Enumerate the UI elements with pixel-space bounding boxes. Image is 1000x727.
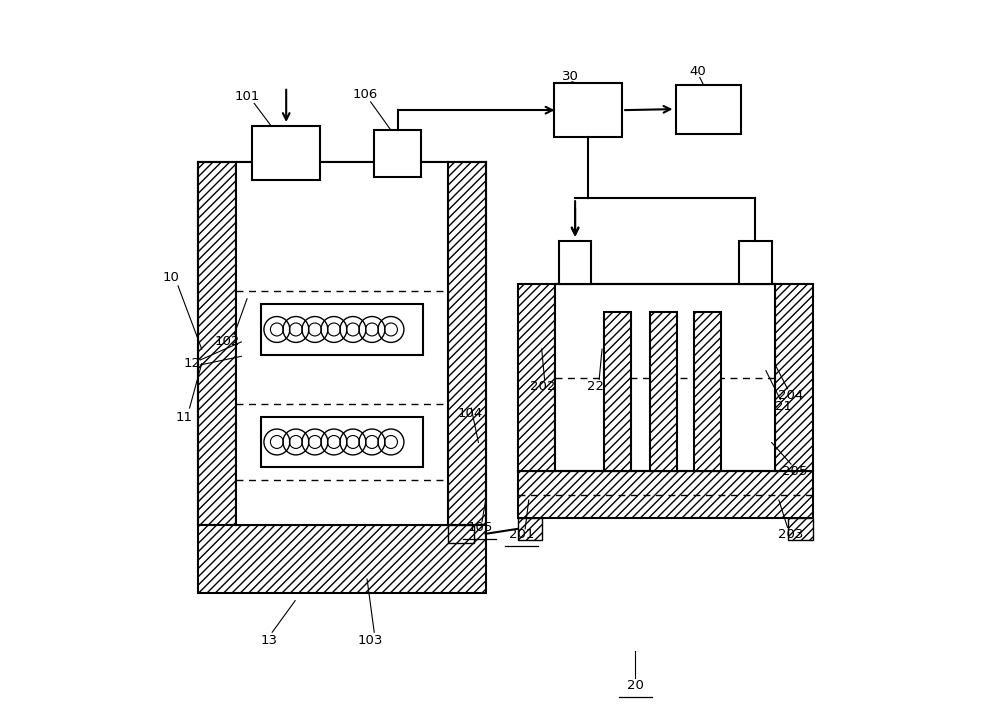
Text: 101: 101 bbox=[234, 89, 260, 103]
Bar bbox=[788, 518, 813, 539]
Bar bbox=[518, 284, 555, 471]
Bar bbox=[448, 162, 486, 525]
Text: 11: 11 bbox=[175, 411, 192, 424]
Bar bbox=[448, 525, 474, 543]
Bar bbox=[198, 162, 236, 525]
Text: 106: 106 bbox=[352, 87, 378, 100]
Bar bbox=[739, 241, 772, 284]
Bar bbox=[650, 313, 677, 471]
Bar bbox=[261, 417, 423, 467]
Bar bbox=[518, 471, 813, 518]
Text: 13: 13 bbox=[260, 634, 277, 647]
Text: 21: 21 bbox=[775, 400, 792, 413]
Bar bbox=[261, 305, 423, 355]
Text: 205: 205 bbox=[782, 465, 807, 478]
Text: 12: 12 bbox=[184, 357, 201, 370]
Bar bbox=[554, 83, 622, 137]
Text: 103: 103 bbox=[358, 634, 383, 647]
Bar bbox=[559, 241, 591, 284]
Text: 102: 102 bbox=[214, 335, 240, 348]
Text: 22: 22 bbox=[587, 380, 604, 393]
Text: 40: 40 bbox=[689, 65, 706, 79]
Text: 30: 30 bbox=[562, 70, 579, 83]
Text: 201: 201 bbox=[509, 528, 534, 541]
Text: 203: 203 bbox=[778, 528, 804, 541]
Bar bbox=[555, 284, 775, 471]
Bar bbox=[198, 525, 486, 593]
Bar bbox=[236, 162, 448, 525]
Text: 204: 204 bbox=[778, 390, 804, 402]
Text: 202: 202 bbox=[530, 380, 556, 393]
Bar bbox=[694, 313, 721, 471]
Text: 20: 20 bbox=[627, 679, 644, 692]
Text: 10: 10 bbox=[162, 270, 179, 284]
Bar bbox=[604, 313, 631, 471]
Bar bbox=[252, 126, 320, 180]
Bar bbox=[775, 284, 813, 471]
Text: 104: 104 bbox=[457, 407, 482, 420]
Bar bbox=[374, 130, 421, 177]
Bar bbox=[676, 84, 741, 134]
Bar bbox=[518, 518, 542, 539]
Text: 105: 105 bbox=[467, 521, 493, 534]
